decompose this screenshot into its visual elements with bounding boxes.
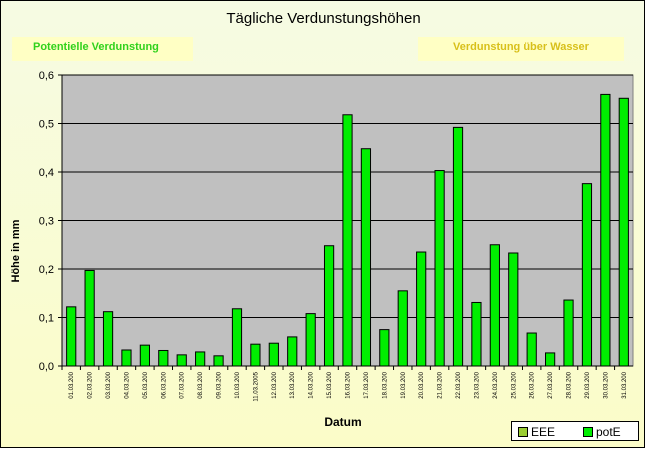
x-tick-label: 02.03.200 [88,371,94,398]
bar-pote [342,114,353,367]
bar-pote [416,251,427,367]
legend-item-pote: potE [583,425,621,439]
y-tick-label: 0,3 [39,216,54,228]
y-tick-label: 0,0 [39,361,54,373]
y-axis-label: Höhe in mm [10,219,22,283]
bar-pote [618,97,629,367]
bar-pote [102,311,114,367]
bar-pote [84,269,95,367]
bar-pote [287,336,298,367]
legend-swatch-pote [583,427,593,437]
legend-swatch-eee [518,427,528,437]
bar-pote [213,355,224,367]
x-tick-label: 03.03.200 [106,371,112,398]
x-tick-label: 17.03.200 [364,371,370,398]
x-tick-label: 21.03.200 [438,371,444,398]
bar-pote [526,332,537,367]
x-tick-label: 22.03.200 [456,371,462,398]
x-tick-label: 20.03.200 [419,371,425,398]
bar-pote [471,301,482,367]
potential-evaporation-label: Potentielle Verdunstung [12,37,193,61]
x-tick-label: 24.03.200 [493,371,499,398]
x-tick-label: 12.03.200 [272,371,278,398]
x-tick-label: 07.03.200 [180,371,186,398]
x-tick-label: 04.03.200 [124,371,130,398]
x-tick-label: 30.03.200 [603,371,609,398]
x-tick-label: 08.03.200 [198,371,204,398]
x-tick-label: 11.03.2005 [253,371,259,401]
bar-pote [397,290,408,367]
bar-pote [489,244,500,367]
y-tick-label: 0,2 [39,264,54,276]
bar-pote [158,349,169,367]
bar-pote [581,183,593,367]
x-tick-label: 16.03.200 [346,371,352,398]
x-tick-label: 31.03.200 [622,371,628,398]
bar-pote [600,93,611,367]
x-tick-label: 14.03.200 [309,371,315,398]
y-tick-label: 0,4 [39,167,54,179]
bar-pote [545,352,556,367]
bar-pote [268,342,279,367]
bar-pote [176,354,187,367]
bar-pote [305,313,316,367]
x-tick-label: 29.03.200 [585,371,591,398]
bar-pote [66,306,77,367]
x-tick-label: 01.03.200 [69,371,75,398]
bar-pote [195,351,206,367]
bar-pote [323,245,335,367]
bar-pote [434,170,445,367]
x-tick-label: 18.03.200 [382,371,388,398]
x-tick-label: 27.03.200 [548,371,554,398]
chart-title: Tägliche Verdunstungshöhen [226,10,421,27]
legend-label-eee: EEE [531,425,556,439]
legend-label-pote: potE [596,425,621,439]
x-tick-label: 25.03.200 [511,371,517,398]
bar-pote [250,343,261,367]
x-tick-label: 13.03.200 [290,371,296,398]
y-tick-label: 0,6 [39,70,54,82]
bar-pote [379,329,390,367]
legend: EEE potE [511,421,639,441]
x-axis-label: Datum [324,415,362,429]
legend-item-eee: EEE [518,425,555,439]
bar-pote [231,308,243,367]
bar-pote [121,349,132,367]
x-tick-label: 06.03.200 [161,371,167,398]
x-tick-label: 09.03.200 [217,371,223,398]
x-tick-label: 28.03.200 [567,371,573,398]
x-tick-label: 23.03.200 [474,371,480,398]
x-tick-label: 19.03.200 [401,371,407,398]
x-tick-label: 26.03.200 [530,371,536,398]
bar-pote [139,344,150,367]
bar-pote [508,252,519,367]
x-tick-label: 10.03.200 [235,371,241,398]
x-tick-label: 15.03.200 [327,371,333,398]
bar-pote [563,299,574,367]
x-tick-label: 05.03.200 [143,371,149,398]
bar-pote [452,126,464,367]
y-tick-label: 0,5 [39,119,54,131]
water-evaporation-label: Verdunstung über Wasser [418,37,624,61]
y-tick-label: 0,1 [39,313,54,325]
bar-pote [360,148,372,367]
